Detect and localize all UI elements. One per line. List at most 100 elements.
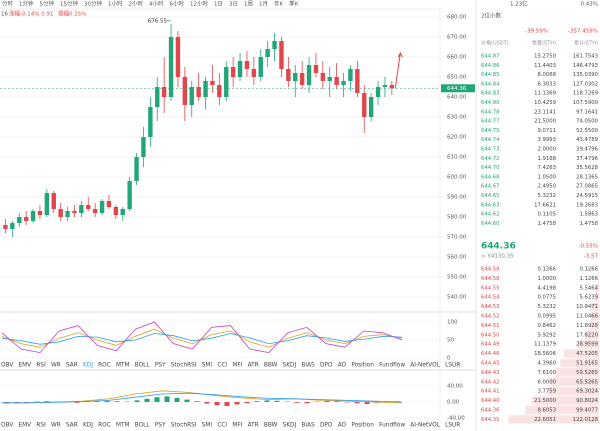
indicator-tab[interactable]: OBV [1,423,13,429]
indicator-tab[interactable]: WR [51,363,61,369]
indicator-tab[interactable]: MFI [232,363,242,369]
ob-cell: 0.0775 [537,295,556,301]
ob-cell: 644.67 [481,184,500,190]
indicator-tab[interactable]: BOLL [135,423,151,429]
candle-body [86,205,91,209]
ob-cell: 644.86 [481,63,500,69]
indicator-tab[interactable]: SAR [66,423,78,429]
toolbar-tab[interactable]: 1日 [214,1,223,8]
depth-bar [531,396,599,405]
indicator-tab[interactable]: EMV [19,363,32,369]
indicator-tab[interactable]: Fundflow [379,423,405,429]
candle-body [58,209,63,217]
indicator-tab[interactable]: MFI [232,423,242,429]
indicator-tab[interactable]: SMI [202,423,213,429]
macd-bar [134,400,140,402]
toolbar-tab[interactable]: 季K [289,0,299,8]
indicator-tab[interactable]: BBW [264,363,278,369]
ob-cell: 15.2750 [534,54,557,60]
indicator-tab[interactable]: DPO [320,423,333,429]
indicator-tab[interactable]: BIAS [301,423,315,429]
toolbar-tab[interactable]: 1分钟 [19,0,34,8]
indicator-tab[interactable]: RSI [36,363,46,369]
ob-cell: 644.74 [481,137,500,143]
ob-cell: 644.43 [481,370,500,376]
indicator-tab[interactable]: MTM [116,423,130,429]
indicator-tab[interactable]: ATR [248,363,259,369]
indicator-tab[interactable]: CCI [217,363,227,369]
toolbar-tab[interactable]: 12小时 [190,0,208,8]
info-id: 16 [1,12,8,18]
macd-bar [114,401,120,402]
candle-body [51,193,56,209]
indicator-tab[interactable]: BIAS [301,363,315,369]
ob-cell: 644.84 [481,81,500,87]
ob-cell: 644.70 [481,165,500,171]
indicator-tab[interactable]: SKDJ [283,363,297,369]
indicator-tab[interactable]: KDJ [83,363,93,369]
toolbar-tab[interactable]: 分时 [2,0,14,8]
toolbar-tab[interactable]: 6小时 [170,0,185,8]
indicator-tab[interactable]: StochRSI [171,363,197,369]
indicator-tab[interactable]: StochRSI [171,423,197,429]
indicator-tab[interactable]: KDJ [83,423,93,429]
toolbar-tab[interactable]: 5分钟 [40,0,55,8]
indicator-tab[interactable]: MTM [116,363,130,369]
indicator-tab[interactable]: RSI [36,423,46,429]
ob-cell: 28.1365 [576,174,598,180]
ob-cell: 51.9165 [576,361,598,367]
ob-cell: 19.2683 [576,202,598,208]
ob-cell: 644.36 [481,408,500,414]
indicator-tab[interactable]: AO [338,423,347,429]
toolbar-tab[interactable]: 3日 [229,1,238,8]
indicator-tab[interactable]: OBV [1,363,13,369]
ob-precision[interactable]: 2位小数 [481,12,501,20]
indicator-tab[interactable]: SMI [202,363,213,369]
toolbar-tab[interactable]: 30分钟 [84,0,102,8]
ob-cell: 644.46 [481,351,500,357]
macd-bar [334,401,340,402]
indicator-tab[interactable]: AO [338,363,347,369]
macd-bar [104,400,110,402]
indicator-tab[interactable]: EMV [19,423,32,429]
toolbar-tab[interactable]: 1周 [244,1,253,8]
toolbar-tab[interactable]: 4小时 [149,0,164,8]
indicator-line [2,392,403,404]
candle-body [196,87,201,97]
candle-body [182,77,188,105]
indicator-tab[interactable]: AI-NetVOL [410,423,440,429]
ob-cell: 644.78 [481,109,500,115]
toolbar-tab[interactable]: 年K [274,0,284,8]
depth-bar [554,368,599,377]
indicator-tab[interactable]: PSY [155,363,166,369]
ob-cell: 17.6621 [534,202,556,208]
indicator-tab[interactable]: SKDJ [283,423,297,429]
ob-cell: 7.4263 [537,165,556,171]
toolbar-tab[interactable]: 2小时 [129,0,144,8]
candle-body [113,207,119,215]
depth-bar [590,311,599,321]
toolbar-tab[interactable]: 1月 [259,1,268,8]
indicator-tab[interactable]: BBW [264,423,278,429]
indicator-tab[interactable]: ROC [98,423,111,429]
indicator-tab[interactable]: DPO [320,363,333,369]
indicator-tab[interactable]: PSY [155,423,166,429]
indicator-tab[interactable]: AI-NetVOL [410,363,440,369]
indicator-tab[interactable]: ROC [98,363,111,369]
indicator-tab[interactable]: CCI [217,423,227,429]
y-tick-label: 580.00 [447,215,467,221]
indicator-tab[interactable]: BOLL [135,363,151,369]
indicator-tab[interactable]: WR [51,423,61,429]
indicator-tab[interactable]: Fundflow [379,363,405,369]
candle-body [217,85,222,97]
indicator-tab[interactable]: Position [351,363,374,369]
indicator-tab[interactable]: Position [351,423,374,429]
indicator-tab[interactable]: LSUR [445,423,460,429]
ob-cell: 21.5000 [534,398,557,404]
indicator-tab[interactable]: ATR [248,423,259,429]
toolbar-tab[interactable]: 1小时 [108,0,123,8]
indicator-tab[interactable]: LSUR [445,363,460,369]
toolbar-tab[interactable]: 15分钟 [60,0,78,8]
ob-cell: 644.85 [481,72,500,78]
indicator-tab[interactable]: SAR [66,363,78,369]
